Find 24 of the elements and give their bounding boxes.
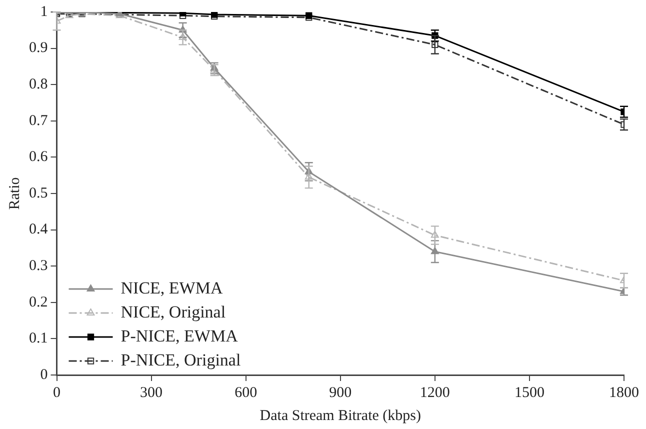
y-tick-label: 0 <box>40 366 48 383</box>
y-tick-label: 0.2 <box>29 294 48 310</box>
legend-label: P-NICE, EWMA <box>120 326 239 346</box>
y-tick-label: 1 <box>40 4 48 20</box>
x-tick-label: 1500 <box>514 384 544 401</box>
y-tick-label: 0.4 <box>29 222 48 238</box>
y-tick-label: 0.1 <box>29 330 48 347</box>
legend-label: NICE, EWMA <box>120 278 224 298</box>
x-tick-label: 0 <box>53 384 60 401</box>
y-axis-title: Ratio <box>6 177 23 210</box>
y-tick-label: 0.9 <box>29 40 48 56</box>
legend-label: NICE, Original <box>120 302 226 322</box>
y-tick-label: 0.5 <box>29 185 48 202</box>
y-tick-label: 0.8 <box>29 76 48 93</box>
x-tick-label: 1200 <box>420 384 450 401</box>
legend-label: P-NICE, Original <box>120 350 241 370</box>
x-tick-label: 900 <box>329 384 352 401</box>
x-tick-label: 300 <box>140 384 163 401</box>
x-tick-label: 600 <box>234 384 258 401</box>
y-tick-label: 0.7 <box>29 112 48 129</box>
y-tick-label: 0.3 <box>29 258 48 274</box>
x-tick-label: 1800 <box>609 384 639 401</box>
y-tick-label: 0.6 <box>29 149 48 166</box>
x-axis-title: Data Stream Bitrate (kbps) <box>260 408 421 424</box>
